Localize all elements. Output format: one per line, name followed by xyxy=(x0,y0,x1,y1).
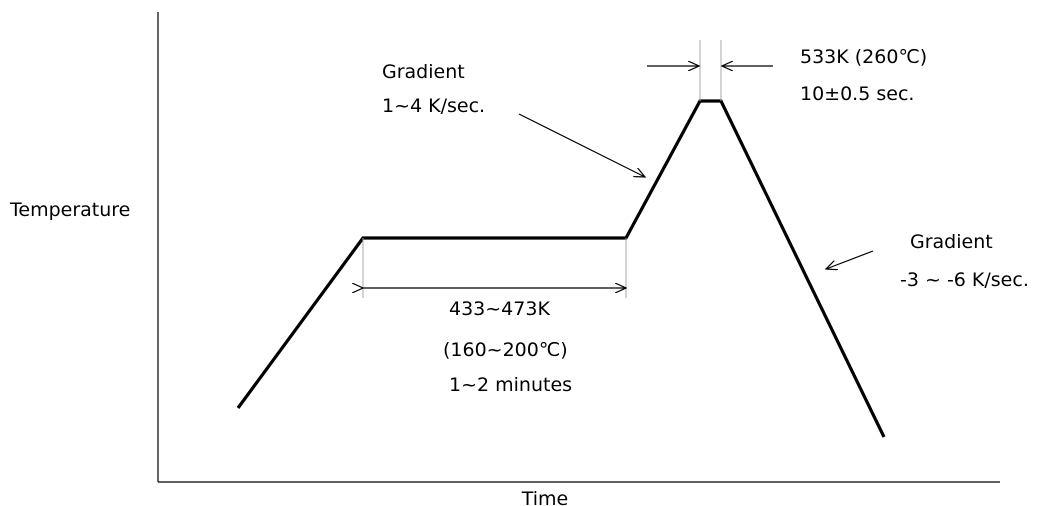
preheat-duration: 1~2 minutes xyxy=(449,374,572,396)
preheat-range-kelvin: 433~473K xyxy=(449,298,550,320)
ramp-down-gradient-rate: -3 ~ -6 K/sec. xyxy=(900,269,1029,291)
ramp-up-pointer-arrow xyxy=(518,113,645,177)
peak-duration-label: 10±0.5 sec. xyxy=(800,83,914,105)
ramp-up-gradient-title: Gradient xyxy=(382,61,465,83)
ramp-down-pointer-arrow xyxy=(826,250,874,269)
temperature-profile-line xyxy=(236,99,886,438)
x-axis-label: Time xyxy=(521,488,569,506)
ramp-down-gradient-title: Gradient xyxy=(910,231,993,253)
y-axis-label: Temperature xyxy=(9,199,130,221)
preheat-range-celsius: (160~200℃) xyxy=(443,339,568,361)
peak-temperature-label: 533K (260℃) xyxy=(800,46,927,68)
ramp-up-gradient-rate: 1~4 K/sec. xyxy=(382,95,485,117)
